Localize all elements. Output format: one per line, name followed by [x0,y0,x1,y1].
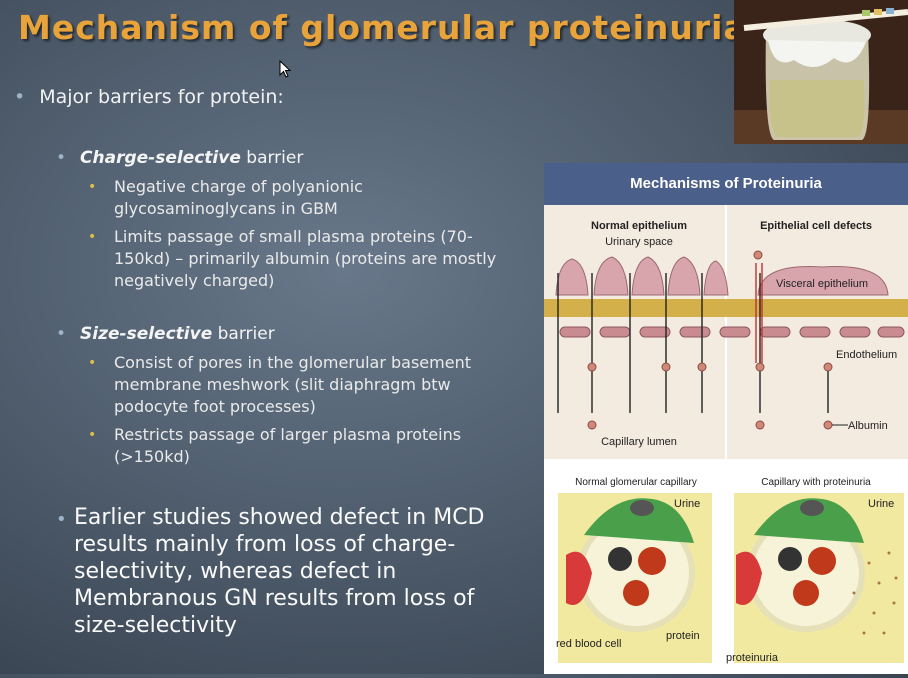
svg-text:Capillary with proteinuria: Capillary with proteinuria [761,477,871,488]
urine-jar-photo [734,0,908,144]
slide-title: Mechanism of glomerular proteinuria [18,8,747,47]
size-item-1: • Consist of pores in the glomerular base… [88,353,471,416]
svg-text:Epithelial cell defects: Epithelial cell defects [760,220,872,232]
svg-text:Urinary space: Urinary space [605,236,673,248]
svg-text:Urine: Urine [674,498,700,510]
svg-text:Normal epithelium: Normal epithelium [591,220,687,232]
svg-text:Normal glomerular capillary: Normal glomerular capillary [575,477,697,488]
svg-text:red blood cell: red blood cell [556,638,621,650]
svg-text:Endothelium: Endothelium [836,349,897,361]
size-item-2: • Restricts passage of larger plasma prot… [88,425,462,466]
svg-text:Urine: Urine [868,498,894,510]
conclusion-bullet: • Earlier studies showed defect in MCD re… [56,505,485,638]
charge-heading: • Charge-selective barrier [56,148,304,168]
main-bullet: • Major barriers for protein: [14,86,284,108]
svg-text:proteinuria: proteinuria [726,652,779,664]
figure-header: Mechanisms of Proteinuria [630,175,822,192]
size-heading: • Size-selective barrier [56,324,275,344]
bullet-dot-icon: • [14,86,26,108]
svg-text:protein: protein [666,630,700,642]
mouse-cursor-icon [279,60,292,78]
svg-text:Albumin: Albumin [848,420,888,432]
bullet-dot-icon: • [56,148,67,168]
svg-text:Visceral epithelium: Visceral epithelium [776,278,868,290]
bullet-dot-icon: • [56,324,67,344]
svg-text:Capillary lumen: Capillary lumen [601,436,677,448]
charge-item-1: • Negative charge of polyanionic glycosam… [88,177,363,218]
proteinuria-figure: Mechanisms of Proteinuria Normal epithel… [544,163,908,674]
charge-item-2: • Limits passage of small plasma proteins… [88,227,497,290]
